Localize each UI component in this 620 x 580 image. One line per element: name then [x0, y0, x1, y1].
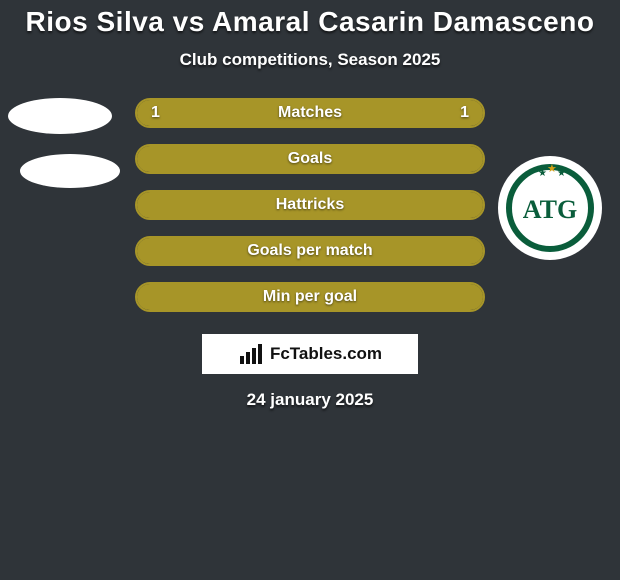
svg-text:★: ★ — [557, 168, 566, 179]
crest-svg: ★ ★ ★ ATG — [498, 156, 602, 260]
svg-text:★: ★ — [538, 168, 547, 179]
stat-label: Hattricks — [276, 196, 344, 214]
watermark-bars-icon — [238, 344, 264, 364]
page-title: Rios Silva vs Amaral Casarin Damasceno — [0, 0, 620, 38]
stat-fill-left — [137, 146, 310, 172]
watermark: FcTables.com — [202, 334, 418, 374]
watermark-text: FcTables.com — [270, 344, 382, 364]
stat-label: Matches — [278, 104, 342, 122]
team-badge-left-2 — [20, 154, 120, 188]
stat-value-left: 1 — [151, 104, 160, 122]
svg-text:★: ★ — [547, 163, 557, 175]
stat-row-goals: Goals — [135, 144, 485, 174]
stat-row-hattricks: Hattricks — [135, 190, 485, 220]
stat-label: Goals — [288, 150, 332, 168]
stat-row-goals-per-match: Goals per match — [135, 236, 485, 266]
stat-label: Min per goal — [263, 288, 357, 306]
stat-row-matches: 1 1 Matches — [135, 98, 485, 128]
date-label: 24 january 2025 — [0, 390, 620, 410]
comparison-infographic: Rios Silva vs Amaral Casarin Damasceno C… — [0, 0, 620, 580]
stat-row-min-per-goal: Min per goal — [135, 282, 485, 312]
team-badge-left-1 — [8, 98, 112, 134]
stat-value-right: 1 — [460, 104, 469, 122]
crest-monogram: ATG — [523, 195, 577, 224]
stat-fill-right — [310, 146, 483, 172]
stat-label: Goals per match — [247, 242, 372, 260]
subtitle: Club competitions, Season 2025 — [0, 50, 620, 70]
stage: ★ ★ ★ ATG 1 1 Matches Goals Hattricks Goals p… — [0, 98, 620, 312]
team-crest-right: ★ ★ ★ ATG — [498, 156, 602, 260]
comparison-bars: 1 1 Matches Goals Hattricks Goals per match Mi… — [135, 98, 485, 312]
